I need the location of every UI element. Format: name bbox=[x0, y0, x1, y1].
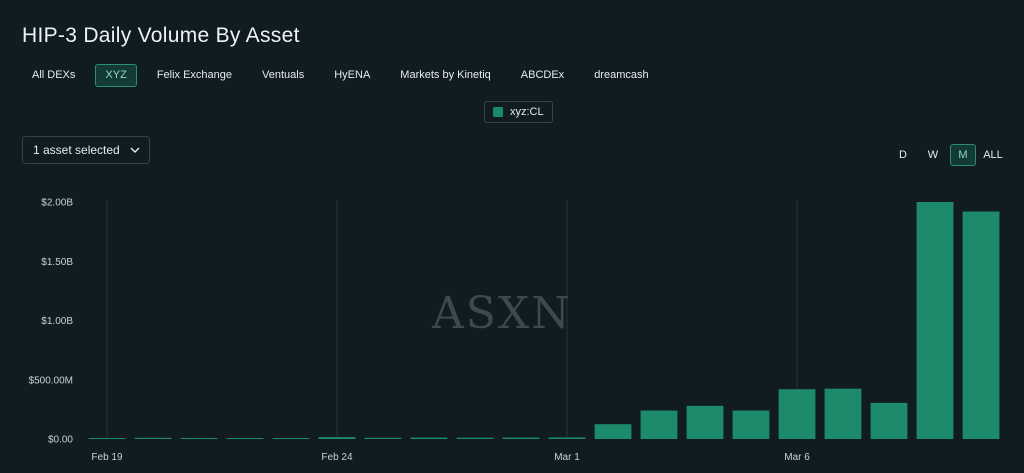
asset-select-label: 1 asset selected bbox=[33, 143, 120, 157]
range-d[interactable]: D bbox=[899, 149, 907, 161]
bar bbox=[134, 437, 172, 439]
bar bbox=[180, 438, 218, 439]
time-range-selector: D W M ALL bbox=[886, 144, 1006, 166]
bar bbox=[548, 437, 586, 439]
bar bbox=[502, 437, 540, 439]
bar bbox=[410, 437, 448, 439]
legend-item[interactable]: xyz:CL bbox=[484, 101, 553, 123]
tab-dreamcash[interactable]: dreamcash bbox=[594, 69, 649, 81]
bar bbox=[364, 437, 402, 439]
legend-swatch bbox=[493, 107, 503, 117]
watermark: ASXN bbox=[432, 288, 572, 339]
y-tick-label: $2.00B bbox=[41, 198, 73, 209]
y-tick-label: $1.00B bbox=[41, 316, 73, 327]
tab-markets-by-kinetiq[interactable]: Markets by Kinetiq bbox=[400, 69, 491, 81]
tab-all-dexs[interactable]: All DEXs bbox=[32, 69, 76, 81]
bar bbox=[226, 438, 264, 439]
tab-hyena[interactable]: HyENA bbox=[334, 69, 371, 81]
bar bbox=[456, 437, 494, 439]
bar bbox=[640, 410, 678, 439]
bar bbox=[594, 424, 632, 439]
bar bbox=[318, 437, 356, 439]
bar bbox=[732, 410, 770, 439]
tab-felix-exchange[interactable]: Felix Exchange bbox=[156, 69, 233, 81]
bar bbox=[916, 202, 954, 439]
x-tick-label: Feb 24 bbox=[321, 452, 353, 463]
bar bbox=[824, 388, 862, 439]
range-m[interactable]: M bbox=[950, 144, 976, 166]
x-tick-label: Feb 19 bbox=[91, 452, 123, 463]
y-tick-label: $0.00 bbox=[48, 435, 73, 446]
y-tick-label: $1.50B bbox=[41, 257, 73, 268]
volume-bar-chart: $0.00 $500.00M $1.00B $1.50B $2.00B Feb 19 Feb… bbox=[29, 198, 1000, 463]
y-tick-label: $500.00M bbox=[29, 375, 73, 386]
bar bbox=[870, 402, 908, 439]
dex-tabs: All DEXs XYZ Felix Exchange Ventuals HyE… bbox=[22, 64, 669, 87]
range-all[interactable]: ALL bbox=[983, 149, 1003, 161]
asset-select-dropdown[interactable]: 1 asset selected bbox=[22, 136, 150, 164]
tab-abcdex[interactable]: ABCDEx bbox=[520, 69, 565, 81]
x-tick-label: Mar 6 bbox=[784, 452, 810, 463]
tab-ventuals[interactable]: Ventuals bbox=[262, 69, 305, 81]
range-w[interactable]: W bbox=[927, 149, 939, 161]
bar bbox=[88, 438, 126, 439]
x-tick-label: Mar 1 bbox=[554, 452, 580, 463]
legend-label: xyz:CL bbox=[510, 106, 544, 118]
bar bbox=[778, 389, 816, 439]
tab-xyz[interactable]: XYZ bbox=[95, 64, 137, 87]
chevron-down-icon bbox=[130, 147, 140, 153]
page-title: HIP-3 Daily Volume By Asset bbox=[22, 24, 300, 47]
bar bbox=[962, 211, 1000, 439]
bar bbox=[686, 405, 724, 439]
bar bbox=[272, 438, 310, 439]
